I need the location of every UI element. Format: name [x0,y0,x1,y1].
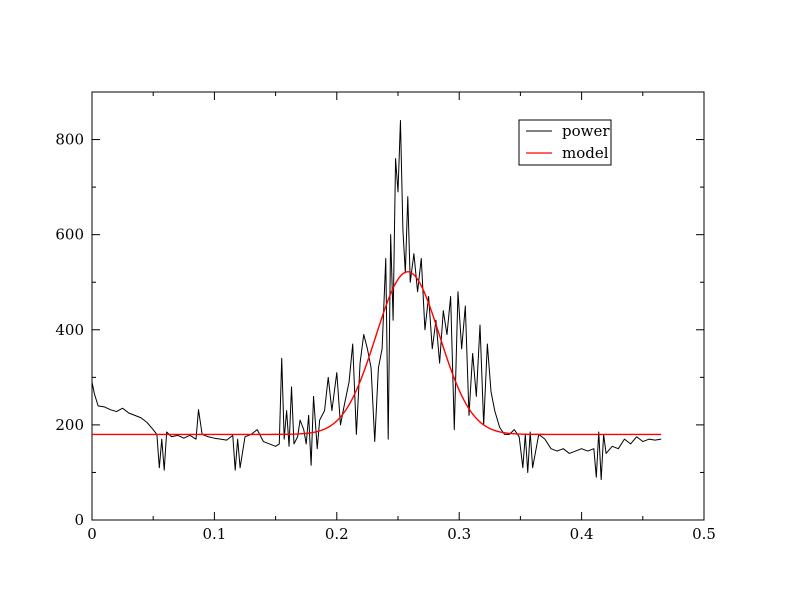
series-layer [91,120,662,481]
legend: power model [518,119,612,166]
legend-box [518,119,612,166]
x-tick-label: 0 [87,525,97,543]
x-tick-label: 0.5 [692,525,716,543]
x-tick-label: 0.3 [447,525,471,543]
legend-label-model: model [562,144,609,162]
x-tick-label: 0.4 [570,525,594,543]
y-tick-label: 400 [55,321,84,339]
series-model-line [92,271,662,436]
plot-area [91,91,705,521]
x-tick-label: 0.2 [325,525,349,543]
x-tick-label: 0.1 [202,525,226,543]
legend-label-power: power [562,122,610,140]
axis-ticks: 0 0.1 0.2 0.3 0.4 0.5 0 200 400 600 800 [55,91,716,543]
y-tick-label: 0 [74,511,84,529]
series-power-line [91,120,662,481]
y-tick-label: 600 [55,226,84,244]
y-tick-label: 800 [55,131,84,149]
y-tick-label: 200 [55,416,84,434]
